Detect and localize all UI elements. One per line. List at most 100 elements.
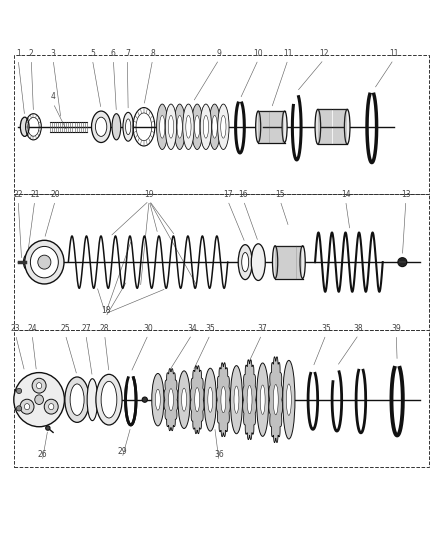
Ellipse shape — [20, 399, 34, 414]
Ellipse shape — [101, 381, 117, 418]
Ellipse shape — [203, 116, 208, 138]
Text: 37: 37 — [257, 324, 267, 333]
Text: 29: 29 — [117, 447, 127, 456]
Text: 27: 27 — [81, 324, 91, 333]
Text: 38: 38 — [354, 324, 364, 333]
Text: 3: 3 — [51, 49, 56, 58]
Ellipse shape — [96, 374, 122, 425]
Text: 11: 11 — [283, 49, 293, 58]
Ellipse shape — [212, 116, 217, 138]
Ellipse shape — [273, 384, 278, 415]
Ellipse shape — [282, 111, 287, 142]
Ellipse shape — [16, 389, 21, 393]
Text: 4: 4 — [51, 92, 56, 101]
Ellipse shape — [208, 387, 213, 412]
Ellipse shape — [87, 379, 98, 421]
Ellipse shape — [44, 399, 58, 414]
Ellipse shape — [95, 117, 107, 136]
Text: 17: 17 — [223, 190, 233, 199]
Ellipse shape — [159, 116, 165, 138]
Ellipse shape — [234, 386, 239, 413]
Ellipse shape — [14, 373, 64, 427]
Text: 1: 1 — [16, 49, 21, 58]
Ellipse shape — [182, 388, 187, 411]
Text: 15: 15 — [276, 190, 285, 199]
Ellipse shape — [20, 117, 29, 136]
Text: 10: 10 — [254, 49, 263, 58]
Ellipse shape — [155, 389, 160, 410]
Text: 23: 23 — [11, 324, 20, 333]
Text: 39: 39 — [392, 324, 401, 333]
Polygon shape — [269, 357, 283, 442]
Ellipse shape — [126, 119, 131, 135]
Text: 35: 35 — [205, 324, 215, 333]
Ellipse shape — [92, 111, 111, 142]
Ellipse shape — [174, 104, 185, 149]
Text: 8: 8 — [150, 49, 155, 58]
Ellipse shape — [25, 240, 64, 284]
Ellipse shape — [344, 109, 350, 144]
Ellipse shape — [315, 109, 321, 144]
Polygon shape — [164, 369, 178, 431]
Bar — [318, 109, 347, 144]
Ellipse shape — [283, 360, 295, 439]
Text: 35: 35 — [321, 324, 331, 333]
Ellipse shape — [177, 116, 182, 138]
Text: 19: 19 — [145, 190, 154, 199]
Text: 14: 14 — [341, 190, 350, 199]
Text: 9: 9 — [216, 49, 222, 58]
Ellipse shape — [23, 254, 32, 270]
Ellipse shape — [260, 385, 265, 414]
Ellipse shape — [16, 406, 21, 411]
Ellipse shape — [247, 385, 252, 414]
Ellipse shape — [38, 255, 51, 269]
Ellipse shape — [142, 397, 148, 402]
Ellipse shape — [251, 244, 265, 280]
Ellipse shape — [183, 104, 194, 149]
Text: 7: 7 — [125, 49, 130, 58]
Ellipse shape — [256, 111, 261, 142]
Ellipse shape — [49, 403, 54, 410]
Text: 26: 26 — [37, 450, 47, 459]
Ellipse shape — [272, 246, 278, 279]
Bar — [275, 246, 303, 279]
Ellipse shape — [123, 112, 134, 141]
Ellipse shape — [221, 116, 226, 138]
Ellipse shape — [168, 116, 173, 138]
Ellipse shape — [195, 387, 200, 411]
Ellipse shape — [238, 245, 252, 280]
Ellipse shape — [156, 104, 168, 149]
Ellipse shape — [300, 246, 305, 279]
Ellipse shape — [30, 246, 58, 278]
Ellipse shape — [35, 395, 43, 405]
Ellipse shape — [46, 426, 50, 430]
Ellipse shape — [178, 371, 190, 429]
Ellipse shape — [32, 378, 46, 393]
Bar — [258, 111, 285, 142]
Ellipse shape — [112, 114, 121, 140]
Polygon shape — [243, 360, 257, 440]
Text: 24: 24 — [27, 324, 37, 333]
Text: 2: 2 — [29, 49, 34, 58]
Ellipse shape — [169, 389, 173, 410]
Text: 16: 16 — [239, 190, 248, 199]
Ellipse shape — [152, 374, 164, 426]
Polygon shape — [216, 362, 230, 437]
Ellipse shape — [257, 363, 269, 437]
Text: 34: 34 — [187, 324, 197, 333]
Text: 12: 12 — [319, 49, 328, 58]
Ellipse shape — [194, 116, 200, 138]
Text: 22: 22 — [14, 190, 23, 199]
Text: 5: 5 — [90, 49, 95, 58]
Text: 20: 20 — [50, 190, 60, 199]
Ellipse shape — [398, 258, 407, 266]
Ellipse shape — [242, 253, 249, 272]
Ellipse shape — [65, 377, 89, 422]
Text: 11: 11 — [389, 49, 399, 58]
Text: 28: 28 — [100, 324, 110, 333]
Ellipse shape — [221, 386, 226, 413]
Ellipse shape — [286, 384, 291, 415]
Text: 36: 36 — [214, 450, 224, 459]
Ellipse shape — [165, 104, 177, 149]
Ellipse shape — [204, 368, 216, 431]
